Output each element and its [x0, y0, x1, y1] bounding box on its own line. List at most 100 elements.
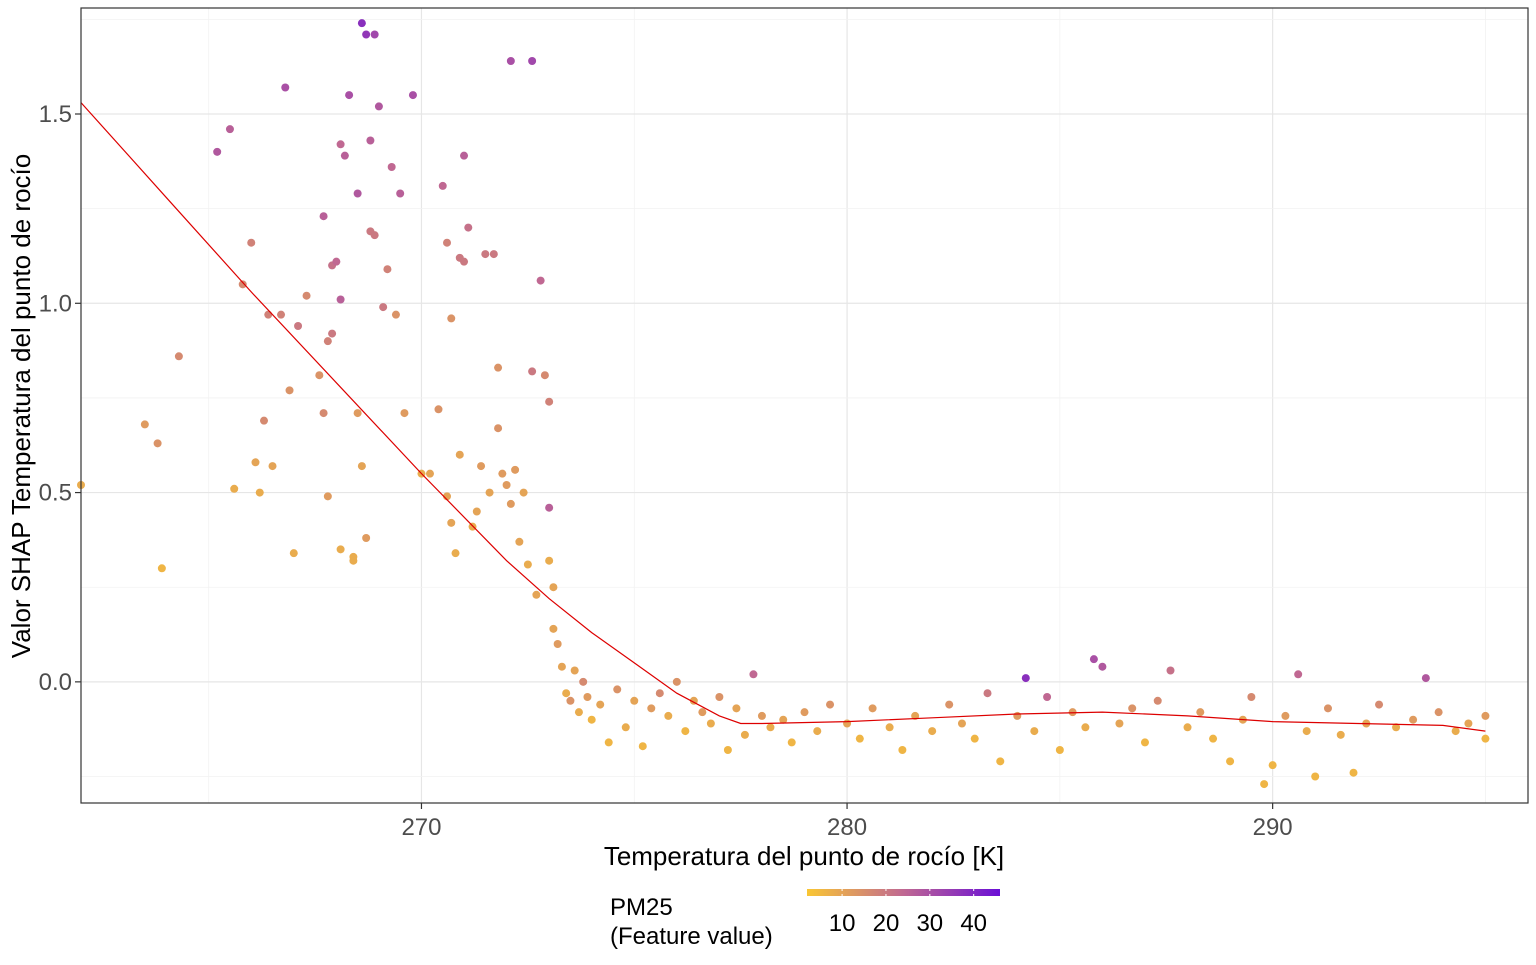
data-point [408, 91, 417, 100]
data-point [672, 677, 681, 686]
data-point [1349, 768, 1358, 777]
data-point [1196, 708, 1205, 717]
data-point [472, 507, 481, 516]
data-point [336, 545, 345, 554]
data-point [485, 488, 494, 497]
data-point [174, 352, 183, 361]
colorbar-tick-label: 30 [916, 910, 943, 937]
data-point [264, 310, 273, 319]
data-point [855, 734, 864, 743]
data-point [579, 677, 588, 686]
data-point [523, 560, 532, 569]
data-point [787, 738, 796, 747]
data-point [996, 757, 1005, 766]
data-point [1128, 704, 1137, 713]
data-point [706, 719, 715, 728]
data-point [357, 19, 366, 28]
data-point [528, 367, 537, 376]
data-point [153, 439, 162, 448]
smooth-line-layer [80, 102, 1486, 732]
data-point [1323, 704, 1332, 713]
plot-panel-border [80, 7, 1529, 804]
colorbar-tick-label: 20 [873, 910, 900, 937]
data-point [1464, 719, 1473, 728]
data-point [540, 371, 549, 380]
data-point [353, 189, 362, 198]
data-point [1311, 772, 1320, 781]
x-tick-label: 290 [1253, 814, 1293, 841]
data-point [511, 465, 520, 474]
data-point [596, 700, 605, 709]
data-point [396, 189, 405, 198]
colorbar-tick-label: 10 [829, 910, 856, 937]
y-tick-label: 0.5 [39, 480, 72, 507]
data-point [438, 181, 447, 190]
data-point [140, 420, 149, 429]
data-point [587, 715, 596, 724]
data-point [1081, 723, 1090, 732]
data-point [323, 337, 332, 346]
data-point [545, 556, 554, 565]
data-point [766, 723, 775, 732]
data-point [621, 723, 630, 732]
data-point [481, 250, 490, 259]
data-point [1421, 674, 1430, 683]
data-point [1481, 734, 1490, 743]
data-point [515, 537, 524, 546]
data-point [545, 397, 554, 406]
data-point [1294, 670, 1303, 679]
data-point [843, 719, 852, 728]
data-point [387, 163, 396, 171]
y-tick-label: 1.5 [39, 101, 72, 128]
data-point [345, 91, 354, 100]
data-point [553, 640, 562, 648]
data-point [277, 310, 286, 319]
legend-title-line1: PM25 [610, 894, 673, 921]
data-point [285, 386, 294, 395]
data-point [319, 409, 328, 418]
data-point [519, 488, 528, 497]
data-point [336, 295, 345, 304]
data-point [157, 564, 166, 573]
data-point [434, 405, 443, 414]
data-point [1434, 708, 1443, 717]
data-point [604, 738, 613, 747]
data-point [681, 727, 690, 736]
data-point [494, 363, 503, 372]
data-point [1392, 723, 1401, 732]
legend-title-line2: (Feature value) [610, 923, 773, 950]
data-point [494, 424, 503, 433]
data-point [757, 711, 766, 720]
data-point [723, 746, 732, 754]
data-point [549, 583, 558, 592]
data-point [213, 147, 222, 156]
x-axis: 270 280 290 [401, 803, 1293, 841]
data-point [1021, 674, 1030, 683]
scatter-points [77, 19, 1490, 789]
data-point [251, 458, 260, 467]
data-point [502, 481, 511, 489]
data-point [357, 462, 366, 471]
data-point [323, 492, 332, 501]
data-point [1302, 727, 1311, 736]
data-point [340, 151, 349, 160]
data-point [391, 310, 400, 319]
data-point [664, 711, 673, 720]
data-point [1268, 761, 1277, 770]
y-axis-title: Valor SHAP Temperatura del punto de rocí… [6, 154, 36, 658]
data-point [826, 700, 835, 709]
data-point [332, 257, 341, 266]
data-point [1247, 693, 1256, 701]
data-point [247, 238, 256, 247]
data-point [740, 730, 749, 739]
data-point [945, 700, 954, 709]
data-point [1336, 730, 1345, 739]
data-point [315, 371, 324, 380]
data-point [749, 670, 758, 679]
data-point [506, 499, 515, 508]
data-point [268, 462, 277, 471]
data-point [230, 484, 239, 493]
y-tick-label: 0.0 [39, 669, 72, 696]
data-point [400, 409, 409, 418]
data-point [447, 518, 456, 527]
